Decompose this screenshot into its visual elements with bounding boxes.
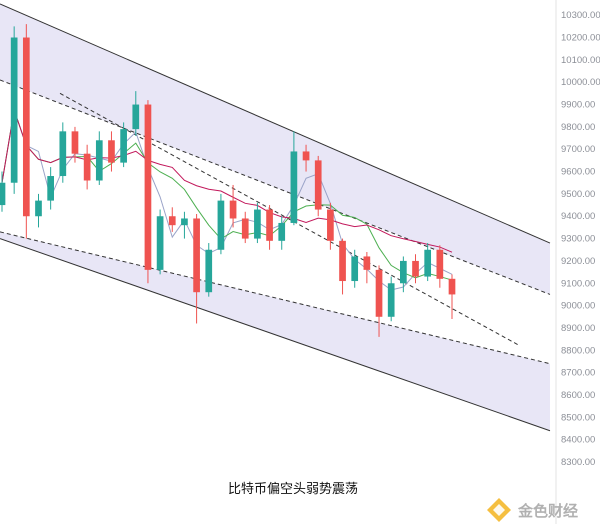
- upper-channel-line: [0, 3, 551, 244]
- candle-body: [205, 249, 213, 293]
- upper-dashed-line: [0, 79, 551, 295]
- y-tick-label: 10300.00: [561, 10, 600, 21]
- candle-body: [278, 222, 286, 241]
- y-tick-label: 9100.00: [561, 278, 595, 289]
- candle-body: [412, 260, 419, 277]
- candle-body: [0, 182, 6, 206]
- y-tick-label: 8800.00: [561, 345, 595, 356]
- y-tick-label: 8900.00: [561, 323, 595, 334]
- y-tick-label: 9300.00: [561, 234, 595, 245]
- lower-channel-line: [0, 238, 551, 432]
- candle-body: [168, 216, 176, 226]
- candle-body: [108, 140, 115, 163]
- candle-body: [351, 256, 359, 282]
- ma-slow-line: [1, 109, 453, 253]
- candle-body: [290, 151, 298, 223]
- candle-body: [22, 37, 30, 217]
- candle-body: [120, 129, 127, 163]
- candle-body: [35, 200, 42, 217]
- candle-body: [254, 209, 261, 239]
- candles: [0, 24, 456, 337]
- candle-body: [47, 176, 54, 201]
- y-tick-label: 8600.00: [561, 390, 595, 401]
- lower-dashed-line: [0, 231, 551, 365]
- candle-body: [387, 283, 395, 317]
- candle-body: [95, 140, 103, 181]
- y-tick-label: 9400.00: [561, 211, 595, 222]
- candle-body: [424, 249, 432, 277]
- watermark-brand: 金色财经: [517, 502, 578, 520]
- candle-body: [314, 160, 322, 210]
- candle-body: [144, 104, 152, 270]
- candle-body: [266, 209, 273, 241]
- y-tick-label: 9500.00: [561, 189, 595, 200]
- candle-body: [363, 256, 371, 270]
- y-tick-label: 10100.00: [561, 55, 600, 66]
- candle-body: [229, 200, 237, 219]
- y-tick-label: 9000.00: [561, 301, 595, 312]
- y-tick-label: 8300.00: [561, 457, 595, 468]
- y-tick-label: 8400.00: [561, 435, 595, 446]
- candle-body: [83, 153, 91, 181]
- y-tick-label: 9200.00: [561, 256, 595, 267]
- upper-channel-band: [0, 4, 550, 295]
- candle-body: [181, 218, 188, 226]
- candle-body: [302, 151, 310, 161]
- y-tick-label: 8500.00: [561, 412, 595, 423]
- candle-body: [327, 209, 334, 241]
- candle-body: [132, 104, 140, 130]
- candle-body: [71, 131, 79, 154]
- lower-channel-band: [0, 231, 550, 431]
- candle-body: [59, 131, 67, 177]
- candle-body: [193, 218, 200, 293]
- candle-body: [448, 278, 456, 295]
- candle-body: [10, 37, 18, 183]
- candle-body: [375, 269, 383, 317]
- chart-caption: 比特币偏空头弱势震荡: [228, 481, 358, 497]
- y-tick-label: 10200.00: [561, 33, 600, 44]
- y-tick-label: 10000.00: [561, 77, 600, 88]
- candle-body: [156, 216, 164, 270]
- y-tick-label: 8700.00: [561, 368, 595, 379]
- watermark-logo: 金色财经: [487, 498, 578, 522]
- price-channel: [0, 3, 551, 432]
- y-tick-label: 9700.00: [561, 144, 595, 155]
- candle-body: [400, 260, 407, 284]
- ma-mid-line: [1, 109, 453, 281]
- candle-body: [436, 249, 444, 279]
- y-tick-label: 9900.00: [561, 100, 595, 111]
- candle-body: [217, 200, 225, 250]
- price-axis: 10300.00 10200.00 10100.00 10000.00 9900.00 9…: [555, 0, 600, 524]
- y-tick-label: 9800.00: [561, 122, 595, 133]
- y-tick-label: 9600.00: [561, 167, 595, 178]
- candle-body: [241, 218, 249, 239]
- candle-body: [339, 240, 346, 282]
